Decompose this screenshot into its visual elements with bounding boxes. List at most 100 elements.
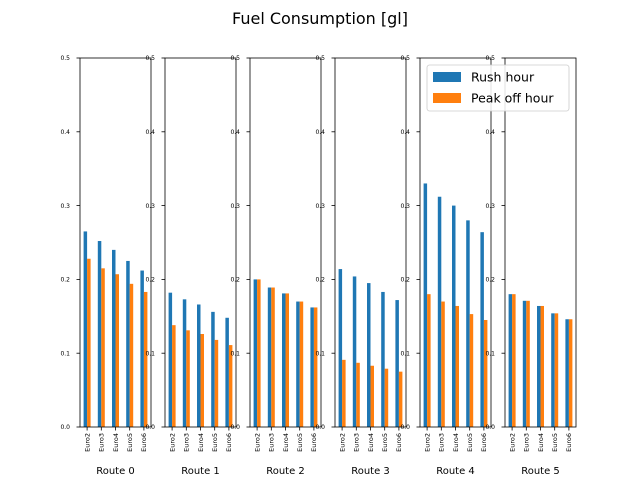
ytick-label: 0.3 (145, 203, 155, 210)
chart-title: Fuel Consumption [gl] (232, 9, 408, 28)
ytick-label: 0.1 (400, 350, 410, 357)
xtick-label: Euro6 (310, 433, 318, 452)
bar-route1-offpeak-euro6 (228, 345, 233, 427)
ytick-label: 0.0 (485, 424, 495, 431)
ytick-label: 0.3 (60, 203, 70, 210)
bar-route5-rush-euro4 (537, 305, 541, 427)
xtick-label: Euro2 (168, 433, 176, 452)
xtick-label: Euro2 (423, 433, 431, 452)
bar-route1-rush-euro5 (211, 311, 215, 427)
bar-route4-rush-euro5 (466, 220, 470, 427)
xtick-label: Euro6 (140, 433, 148, 452)
xtick-label: Euro5 (126, 433, 134, 452)
bar-route2-offpeak-euro5 (299, 301, 304, 427)
bar-route4-rush-euro2 (423, 183, 428, 427)
bar-route4-offpeak-euro3 (441, 301, 445, 427)
xtick-label: Euro3 (268, 433, 276, 452)
xtick-label: Euro3 (523, 433, 531, 452)
bar-route5-offpeak-euro2 (512, 294, 516, 427)
bar-route4-offpeak-euro2 (427, 294, 431, 427)
ytick-label: 0.4 (315, 129, 325, 136)
ytick-label: 0.0 (230, 424, 240, 431)
legend-label-rush-hour: Rush hour (471, 70, 535, 85)
ytick-label: 0.5 (485, 55, 495, 62)
ytick-label: 0.2 (400, 277, 410, 284)
ytick-label: 0.5 (60, 55, 70, 62)
bar-route0-offpeak-euro4 (115, 274, 119, 427)
bar-route4-rush-euro3 (437, 196, 442, 427)
ytick-label: 0.1 (230, 350, 240, 357)
bar-route1-offpeak-euro3 (186, 330, 190, 427)
xlabel-route4: Route 4 (436, 466, 475, 477)
ytick-label: 0.0 (145, 424, 155, 431)
xtick-label: Euro3 (183, 433, 191, 452)
ytick-label: 0.5 (145, 55, 155, 62)
legend-label-peak-off-hour: Peak off hour (471, 91, 554, 106)
xtick-label: Euro5 (466, 433, 474, 452)
bar-route0-rush-euro3 (97, 241, 102, 427)
bar-route0-rush-euro5 (126, 260, 130, 427)
bar-route1-offpeak-euro5 (214, 339, 219, 427)
xtick-label: Euro2 (508, 433, 516, 452)
bar-route4-rush-euro6 (480, 232, 484, 427)
bar-route4-offpeak-euro5 (469, 314, 474, 427)
ytick-label: 0.0 (315, 424, 325, 431)
bar-route1-rush-euro3 (182, 299, 187, 427)
bar-route1-offpeak-euro2 (172, 325, 176, 427)
ytick-label: 0.2 (60, 277, 70, 284)
ytick-label: 0.4 (230, 129, 240, 136)
xtick-label: Euro4 (367, 433, 375, 452)
ytick-label: 0.4 (400, 129, 410, 136)
xtick-label: Euro2 (83, 433, 91, 452)
bar-route5-offpeak-euro5 (554, 313, 559, 427)
bar-route3-offpeak-euro4 (370, 365, 374, 427)
bar-route2-offpeak-euro2 (257, 279, 261, 427)
bar-route3-offpeak-euro3 (356, 362, 360, 427)
bar-route3-rush-euro6 (395, 300, 399, 427)
ytick-label: 0.2 (315, 277, 325, 284)
xtick-label: Euro4 (112, 433, 120, 452)
bar-route0-rush-euro2 (83, 231, 88, 427)
ytick-label: 0.2 (230, 277, 240, 284)
bar-route0-offpeak-euro6 (143, 291, 148, 427)
xtick-label: Euro6 (225, 433, 233, 452)
ytick-label: 0.1 (145, 350, 155, 357)
ytick-label: 0.5 (230, 55, 240, 62)
legend-box (426, 64, 570, 112)
bar-route2-rush-euro4 (282, 293, 286, 427)
bar-route5-rush-euro5 (551, 313, 555, 427)
xtick-label: Euro3 (353, 433, 361, 452)
xtick-label: Euro6 (565, 433, 573, 452)
bar-route3-rush-euro2 (338, 269, 343, 427)
bar-route5-offpeak-euro6 (568, 319, 573, 427)
xlabel-route2: Route 2 (266, 466, 305, 477)
bar-route1-rush-euro2 (168, 292, 173, 427)
bar-route4-offpeak-euro6 (483, 319, 488, 427)
xtick-label: Euro4 (197, 433, 205, 452)
bar-route1-offpeak-euro4 (200, 334, 204, 427)
xlabel-route3: Route 3 (351, 466, 390, 477)
bar-route5-rush-euro2 (508, 294, 513, 427)
xlabel-route0: Route 0 (96, 466, 135, 477)
bar-route0-offpeak-euro3 (101, 268, 105, 427)
ytick-label: 0.0 (60, 424, 70, 431)
bar-route3-offpeak-euro2 (342, 359, 346, 427)
ytick-label: 0.2 (145, 277, 155, 284)
bar-route5-rush-euro3 (522, 300, 527, 427)
ytick-label: 0.4 (145, 129, 155, 136)
bar-route0-rush-euro6 (140, 270, 144, 427)
xtick-label: Euro2 (338, 433, 346, 452)
bar-route2-offpeak-euro3 (271, 287, 275, 427)
bar-route5-offpeak-euro3 (526, 300, 530, 427)
ytick-label: 0.0 (400, 424, 410, 431)
xtick-label: Euro6 (480, 433, 488, 452)
ytick-label: 0.1 (60, 350, 70, 357)
xtick-label: Euro4 (282, 433, 290, 452)
xtick-label: Euro4 (537, 433, 545, 452)
bar-route0-offpeak-euro5 (129, 283, 134, 427)
xtick-label: Euro2 (253, 433, 261, 452)
bar-route3-offpeak-euro6 (398, 371, 403, 427)
ytick-label: 0.4 (485, 129, 495, 136)
bar-route2-rush-euro3 (267, 287, 272, 427)
xtick-label: Euro5 (551, 433, 559, 452)
